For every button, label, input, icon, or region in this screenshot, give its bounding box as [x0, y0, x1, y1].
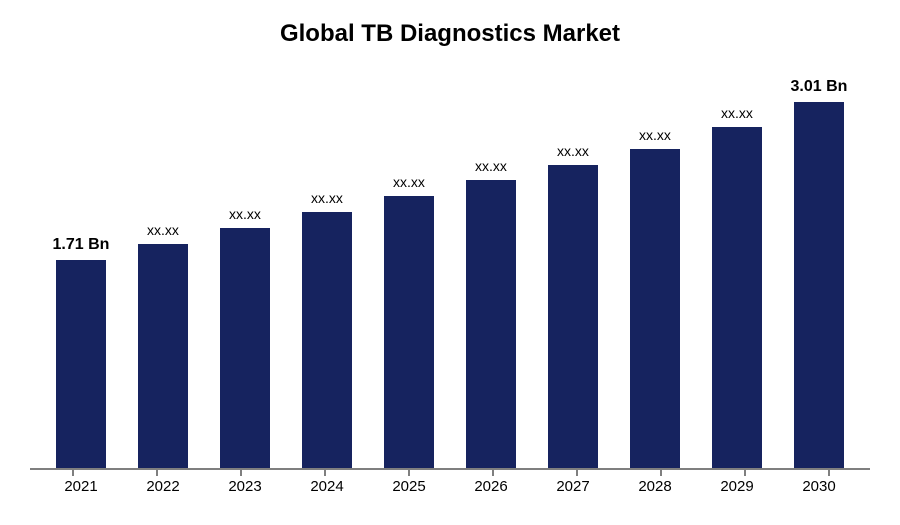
bar — [138, 244, 187, 468]
bar-value-label: xx.xx — [639, 127, 671, 143]
bar-value-label: xx.xx — [557, 143, 589, 159]
bar-column: xx.xx — [368, 78, 450, 468]
x-axis-label: 2030 — [778, 478, 860, 495]
bar-column: 1.71 Bn — [40, 78, 122, 468]
bar-column: xx.xx — [614, 78, 696, 468]
bar — [220, 228, 269, 468]
bar-column: xx.xx — [532, 78, 614, 468]
bar-value-label: xx.xx — [475, 158, 507, 174]
bar-value-label: 1.71 Bn — [53, 236, 110, 254]
x-axis-label: 2023 — [204, 478, 286, 495]
x-axis-label: 2029 — [696, 478, 778, 495]
chart-title: Global TB Diagnostics Market — [30, 20, 870, 48]
x-tick — [660, 468, 662, 476]
bar-column: xx.xx — [696, 78, 778, 468]
chart-area: 1.71 Bn xx.xx xx.xx xx.xx xx.xx xx.xx xx.xx xx.… — [30, 78, 870, 495]
x-axis-label: 2027 — [532, 478, 614, 495]
bar-value-label: xx.xx — [393, 174, 425, 190]
bar-value-label: xx.xx — [311, 190, 343, 206]
x-axis-label: 2021 — [40, 478, 122, 495]
bar — [548, 165, 597, 468]
bar — [712, 127, 761, 468]
x-axis-label: 2028 — [614, 478, 696, 495]
x-tick — [744, 468, 746, 476]
x-axis-label: 2022 — [122, 478, 204, 495]
bar — [466, 180, 515, 468]
bar-column: xx.xx — [450, 78, 532, 468]
x-tick — [828, 468, 830, 476]
bar-column: 3.01 Bn — [778, 78, 860, 468]
bar — [794, 102, 843, 468]
bar-value-label: xx.xx — [229, 206, 261, 222]
x-tick — [156, 468, 158, 476]
bar — [384, 196, 433, 468]
bar — [630, 149, 679, 468]
bar-value-label: 3.01 Bn — [791, 78, 848, 96]
x-axis-label: 2024 — [286, 478, 368, 495]
x-tick — [240, 468, 242, 476]
x-tick — [408, 468, 410, 476]
bar-value-label: xx.xx — [721, 105, 753, 121]
x-tick — [324, 468, 326, 476]
bar-column: xx.xx — [122, 78, 204, 468]
x-tick — [576, 468, 578, 476]
x-tick — [492, 468, 494, 476]
plot-area: 1.71 Bn xx.xx xx.xx xx.xx xx.xx xx.xx xx.xx xx.… — [30, 78, 870, 470]
bar-column: xx.xx — [286, 78, 368, 468]
bar-value-label: xx.xx — [147, 222, 179, 238]
x-axis-label: 2025 — [368, 478, 450, 495]
bar — [56, 260, 105, 468]
x-tick — [72, 468, 74, 476]
bar — [302, 212, 351, 468]
bar-column: xx.xx — [204, 78, 286, 468]
x-axis-label: 2026 — [450, 478, 532, 495]
